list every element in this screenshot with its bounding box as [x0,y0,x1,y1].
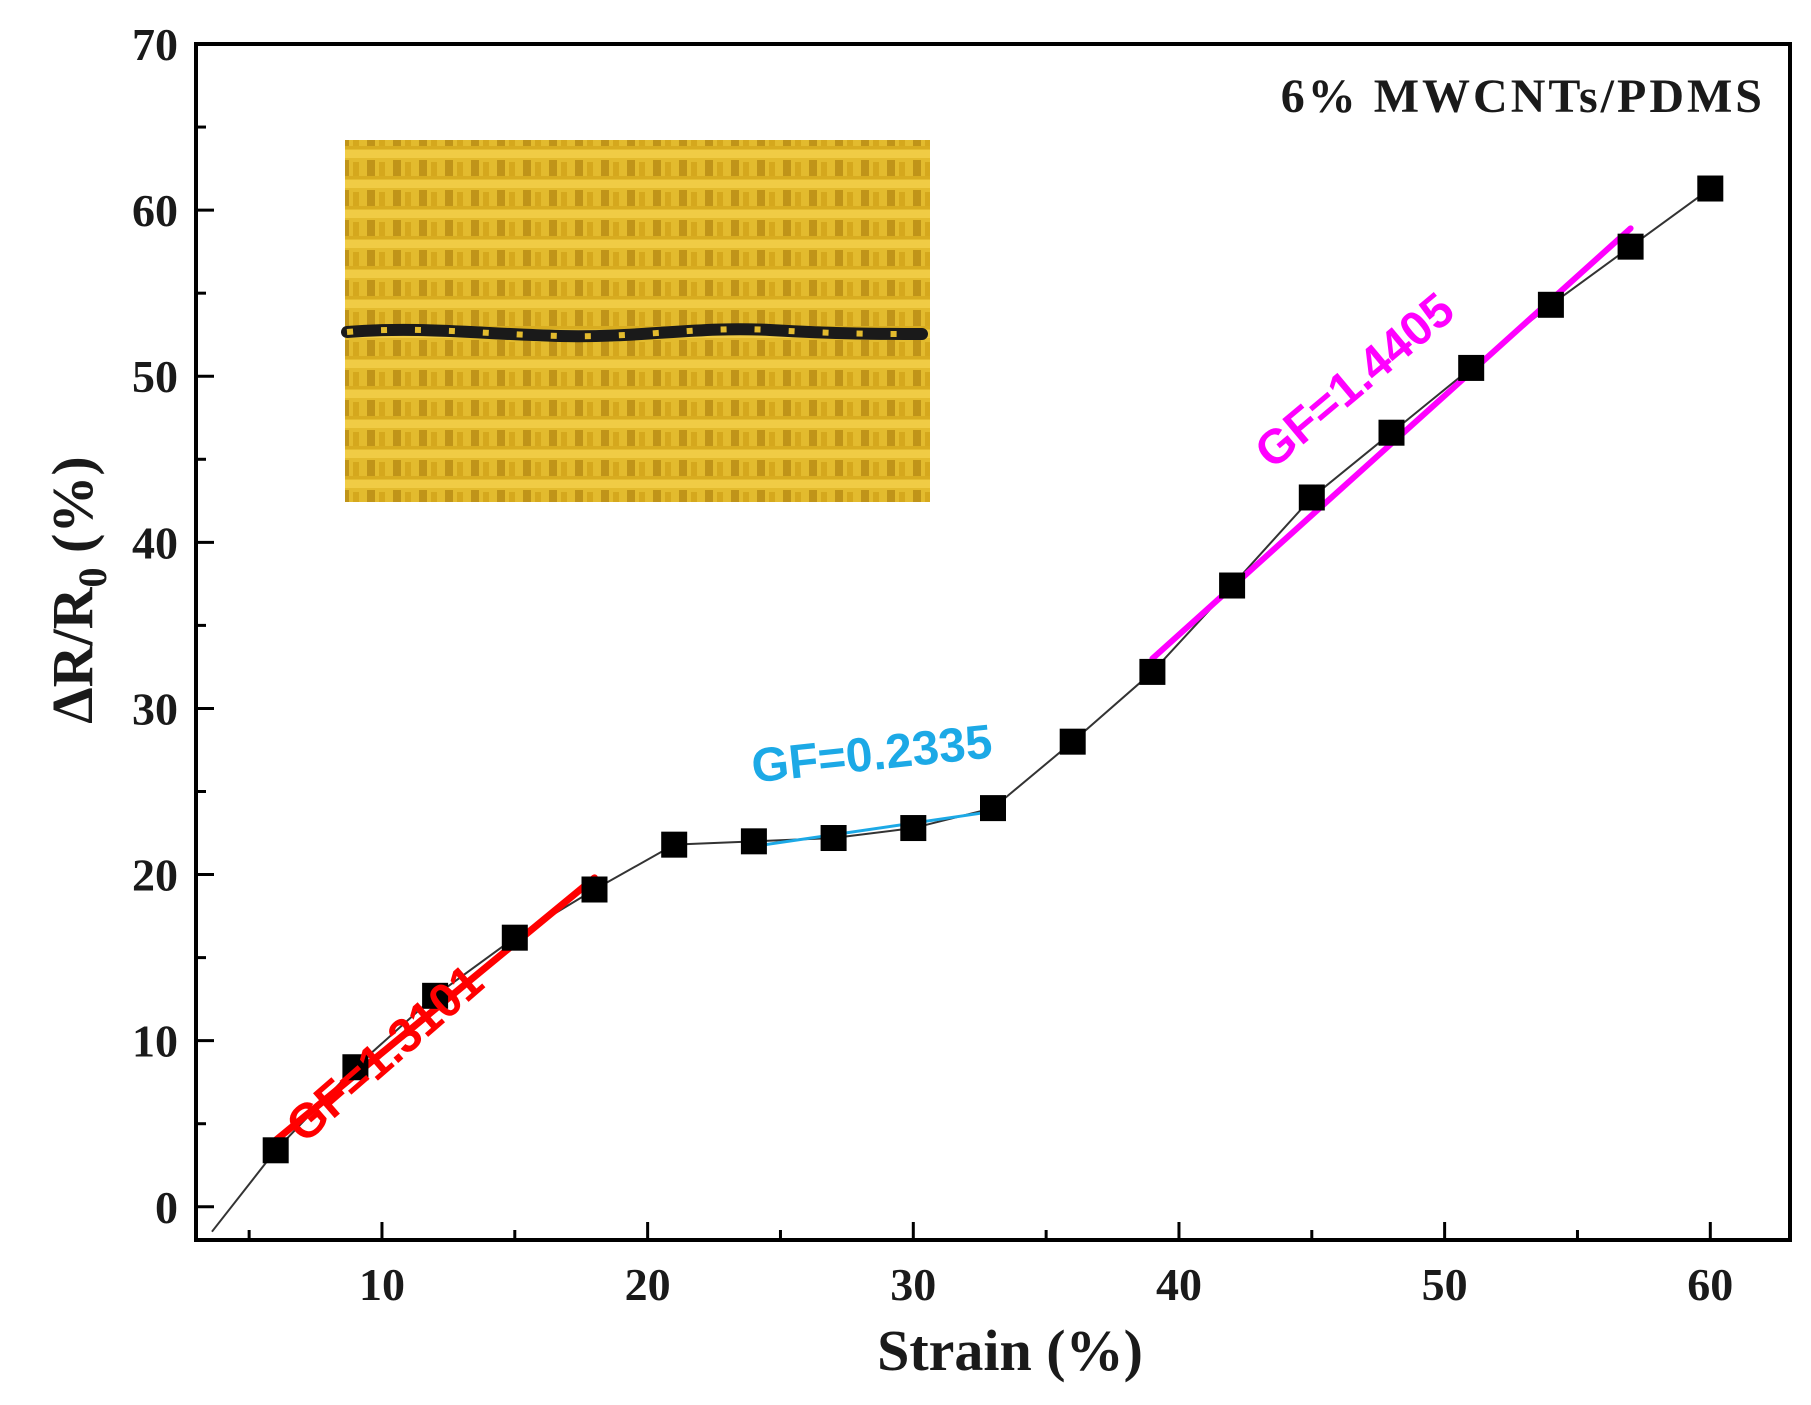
data-point [1219,572,1246,599]
y-tick-label: 10 [132,1016,178,1067]
y-tick-label: 40 [132,517,178,568]
y-axis-title: ΔR/R0 (%) [40,456,115,723]
x-tick-label: 10 [359,1259,405,1310]
x-axis-title: Strain (%) [877,1318,1143,1383]
fit-label-low-strain: GF=1.3101 [277,955,494,1153]
fabric-sample-photo-icon [345,140,930,502]
inset-fabric-photo [341,140,930,502]
data-point [1378,419,1405,446]
data-markers [262,175,1724,1164]
x-tick-label: 60 [1687,1259,1733,1310]
y-tick-label: 30 [132,683,178,734]
data-point [980,795,1006,822]
x-tick-label: 20 [625,1259,671,1310]
y-tick-label: 70 [132,19,178,70]
data-point [1139,658,1166,685]
y-tick-labels: 0 10 20 30 40 50 60 70 [132,19,178,1233]
data-point [342,1054,369,1081]
data-point [1059,728,1086,755]
axis-ticks [196,42,1712,1240]
data-point [900,815,927,842]
x-tick-label: 50 [1422,1259,1468,1310]
fit-label-mid-strain: GF=0.2335 [749,716,995,794]
series-line-start [211,1149,277,1233]
fit-line [752,809,995,848]
fit-label-high-strain: GF=1.4405 [1245,283,1464,479]
y-tick-label: 60 [132,185,178,236]
data-point [581,876,608,903]
data-point [501,924,528,951]
legend-label: 6% MWCNTs/PDMS [1281,70,1765,123]
fiber-strand [341,323,928,343]
x-tick-label: 30 [890,1259,936,1310]
data-point [262,1137,289,1164]
data-point [1537,291,1564,318]
fit-line [272,874,598,1144]
data-point [1298,484,1325,511]
data-point [1697,175,1724,202]
y-tick-label: 50 [132,351,178,402]
y-tick-label: 20 [132,850,178,901]
y-tick-label: 0 [155,1182,178,1233]
data-point [820,825,847,852]
data-point [422,982,449,1009]
plot-frame [194,42,1792,1242]
x-tick-labels: 10 20 30 40 50 60 [359,1259,1733,1310]
fiber-stitches [346,326,923,340]
x-tick-label: 40 [1156,1259,1202,1310]
data-point [661,831,688,858]
data-point [1617,233,1644,260]
data-point [740,828,767,855]
data-point [1458,354,1485,381]
